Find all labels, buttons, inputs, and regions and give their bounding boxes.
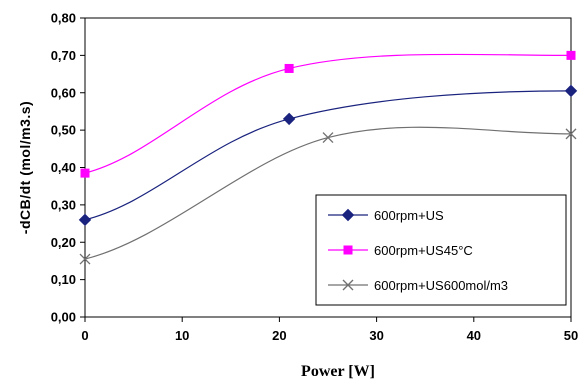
y-tick-label: 0,10 [51,272,76,287]
y-tick-label: 0,00 [51,310,76,325]
data-point [566,50,576,60]
legend: 600rpm+US 600rpm+US45°C 600rpm+US600mol/m3 [315,194,567,306]
plot-frame [84,17,572,318]
legend-label: 600rpm+US45°C [374,243,473,258]
y-axis-ticks: 0,00 0,10 0,20 0,30 0,40 0,50 0,60 0,70 0,80 [51,11,85,325]
x-tick-label: 30 [369,328,383,343]
y-tick-label: 0,30 [51,197,76,212]
series-2 [80,50,576,178]
y-tick-label: 0,70 [51,48,76,63]
data-point [282,112,296,126]
legend-label: 600rpm+US [374,208,444,223]
series-1 [78,84,578,227]
data-point [284,63,294,73]
legend-marker [342,279,354,291]
legend-marker [341,208,355,222]
y-tick-label: 0,60 [51,85,76,100]
legend-item: 600rpm+US45°C [328,243,473,258]
data-point [322,132,334,144]
series-line [84,53,572,174]
legend-item: 600rpm+US [328,208,444,223]
y-tick-label: 0,50 [51,123,76,138]
y-axis-title: -dCB/dt (mol/m3.s) [17,101,33,234]
y-tick-label: 0,40 [51,160,76,175]
data-point [564,84,578,98]
series-3 [79,126,577,265]
y-tick-label: 0,20 [51,235,76,250]
data-point [80,168,90,178]
x-tick-label: 20 [272,328,286,343]
x-tick-label: 50 [564,328,578,343]
legend-label: 600rpm+US600mol/m3 [374,278,508,293]
y-tick-label: 0,80 [51,11,76,26]
legend-marker [343,245,353,255]
series-layer [78,50,578,265]
x-axis-ticks: 0 10 20 30 40 50 [81,317,578,343]
data-point [78,213,92,227]
legend-item: 600rpm+US600mol/m3 [328,278,508,293]
x-axis-title: Power [W] [301,363,375,380]
x-tick-label: 10 [175,328,189,343]
x-tick-label: 0 [81,328,88,343]
x-tick-label: 40 [467,328,481,343]
data-point [79,253,91,265]
data-point [565,128,577,140]
